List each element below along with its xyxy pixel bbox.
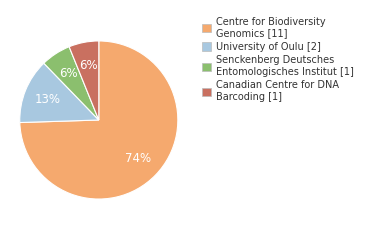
Wedge shape: [69, 41, 99, 120]
Text: 74%: 74%: [125, 152, 152, 165]
Wedge shape: [20, 63, 99, 123]
Text: 13%: 13%: [35, 93, 60, 106]
Text: 6%: 6%: [59, 67, 78, 80]
Legend: Centre for Biodiversity
Genomics [11], University of Oulu [2], Senckenberg Deuts: Centre for Biodiversity Genomics [11], U…: [203, 17, 354, 102]
Wedge shape: [20, 41, 178, 199]
Wedge shape: [44, 47, 99, 120]
Text: 6%: 6%: [79, 59, 98, 72]
